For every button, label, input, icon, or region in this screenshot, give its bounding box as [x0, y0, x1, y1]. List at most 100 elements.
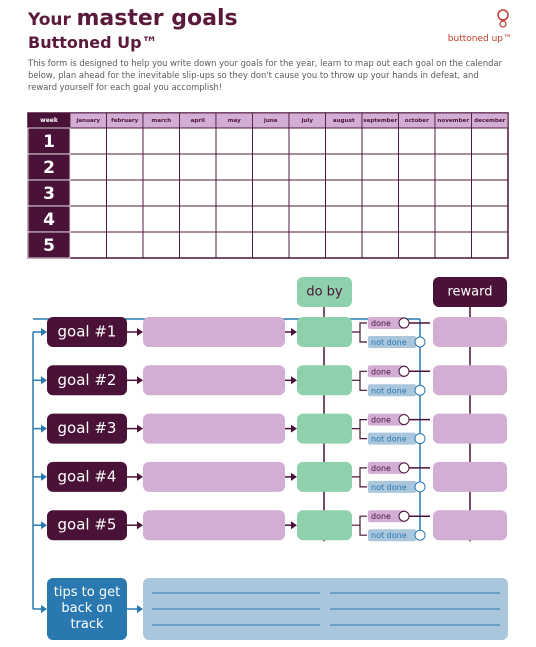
month-label: september — [363, 118, 397, 124]
reward-box — [433, 365, 507, 396]
goal-label: goal #5 — [58, 516, 117, 534]
not-done-label: not done — [371, 531, 407, 540]
not-done-label: not done — [371, 386, 407, 395]
month-label: december — [474, 118, 506, 124]
goal-box — [47, 413, 127, 444]
not-done-circle — [414, 336, 426, 348]
month-label: may — [228, 118, 241, 124]
not-done-pill — [368, 480, 416, 493]
done-label: done — [371, 416, 391, 425]
week-number: 3 — [43, 184, 55, 204]
done-label: done — [371, 319, 391, 328]
reward-header — [433, 277, 507, 307]
done-pill — [368, 510, 406, 523]
arrow-head — [137, 472, 143, 481]
month-label: january — [75, 118, 100, 124]
arrow-head — [41, 328, 47, 336]
not-done-label: not done — [371, 338, 407, 347]
done-pill — [368, 317, 406, 329]
week-label: week — [40, 117, 59, 124]
month-label: august — [333, 118, 355, 124]
do-by-box — [297, 461, 352, 492]
month-label: april — [191, 118, 205, 124]
goal-label: goal #3 — [58, 419, 117, 437]
done-pill — [368, 461, 406, 474]
do-by-box — [297, 317, 352, 347]
goal-box — [47, 365, 127, 396]
arrow-head — [137, 521, 143, 530]
done-pill — [368, 365, 406, 378]
not-done-circle — [414, 529, 426, 541]
arrow-head — [137, 328, 143, 336]
do-by-box — [297, 365, 352, 396]
do-by-header — [297, 277, 352, 307]
branch — [352, 370, 367, 391]
week-cell — [27, 231, 71, 259]
not-done-circle — [414, 481, 426, 493]
reward-box — [433, 413, 507, 444]
goal-label: goal #4 — [58, 467, 117, 485]
branch — [352, 322, 367, 343]
goal-box — [47, 510, 127, 541]
not-done-pill — [368, 336, 416, 348]
month-label: november — [437, 118, 469, 124]
month-label: july — [301, 118, 314, 124]
arrow-head — [137, 605, 143, 613]
month-label: june — [263, 118, 278, 124]
done-pill — [368, 413, 406, 426]
goal-label: goal #1 — [58, 323, 117, 341]
week-number: 5 — [43, 236, 55, 256]
goal-label: goal #2 — [58, 371, 117, 389]
intro: This form is designed to help you write … — [28, 58, 503, 92]
arrow-head — [41, 472, 47, 481]
done-circle — [398, 317, 410, 329]
branch — [352, 419, 367, 440]
plan-box — [143, 365, 285, 396]
not-done-pill — [368, 432, 416, 445]
done-circle — [398, 414, 410, 426]
do-by-label: do by — [306, 285, 343, 300]
branch — [352, 467, 367, 488]
arrow-head — [137, 376, 143, 385]
month-label: march — [151, 118, 171, 124]
plan-box — [143, 413, 285, 444]
done-circle — [398, 510, 410, 522]
reward-box — [433, 510, 507, 541]
done-label: done — [371, 464, 391, 473]
week-cell — [27, 127, 71, 155]
arrow-head — [291, 424, 297, 433]
arrow-head — [291, 472, 297, 481]
title: Your master goals — [28, 6, 238, 31]
done-circle — [398, 365, 410, 377]
title-prefix: Your — [28, 10, 71, 30]
arrow-head — [291, 376, 297, 385]
arrow-head — [137, 424, 143, 433]
not-done-pill — [368, 384, 416, 397]
week-number: 2 — [43, 158, 55, 178]
header-week-cell — [28, 113, 70, 128]
do-by-box — [297, 413, 352, 444]
title-main: master goals — [76, 6, 238, 31]
arrow-head — [41, 376, 47, 385]
subtitle: Buttoned Up™ — [28, 33, 158, 52]
calendar-frame — [27, 112, 509, 259]
arrow-head — [41, 605, 47, 613]
tips-label: tips to get back on track — [53, 585, 121, 632]
done-label: done — [371, 367, 391, 376]
plan-box — [143, 510, 285, 541]
goal-box — [47, 461, 127, 492]
do-by-box — [297, 510, 352, 541]
goal-box — [47, 317, 127, 347]
logo: buttoned up™ — [447, 34, 512, 44]
not-done-circle — [414, 433, 426, 445]
arrow-head — [41, 424, 47, 433]
not-done-circle — [414, 384, 426, 396]
done-circle — [398, 462, 410, 474]
not-done-label: not done — [371, 435, 407, 444]
calendar-cell — [471, 231, 509, 259]
plan-box — [143, 317, 285, 347]
reward-label: reward — [447, 285, 492, 300]
arrow-head — [291, 521, 297, 530]
